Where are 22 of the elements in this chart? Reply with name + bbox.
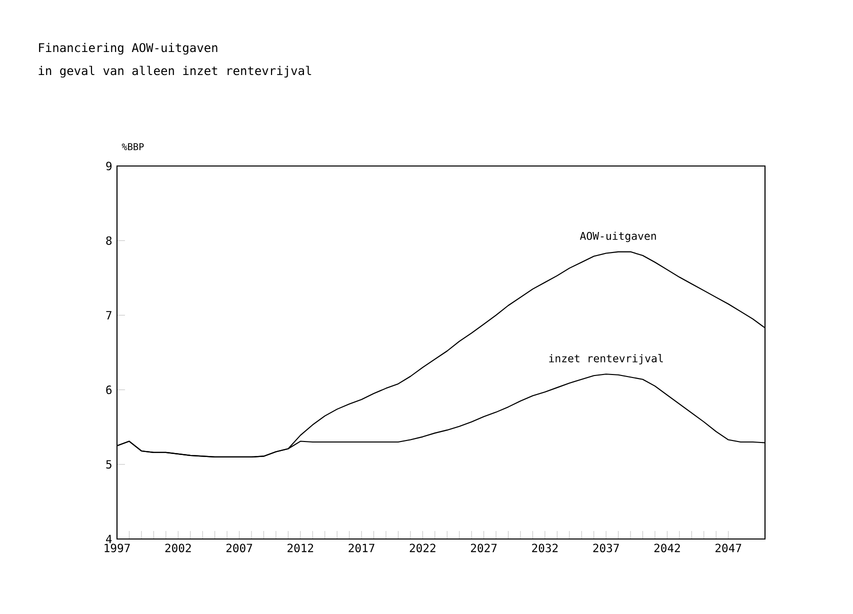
x-tick-label: 2032 — [532, 544, 558, 552]
y-tick-label: 7 — [106, 311, 112, 320]
y-tick-label: 9 — [106, 162, 112, 170]
x-tick-label: 2022 — [410, 544, 436, 552]
x-tick-label: 2037 — [593, 544, 619, 552]
x-tick-label: 1997 — [104, 544, 130, 552]
x-tick-label: 2012 — [288, 544, 314, 552]
x-tick-label: 2027 — [470, 544, 497, 552]
x-tick-label: 2047 — [716, 544, 742, 552]
series-label: inzet rentevrijval — [549, 354, 663, 364]
x-tick-label: 2007 — [226, 544, 252, 552]
chart-title: Financiering AOW-uitgaven — [39, 42, 218, 55]
y-tick-label: 8 — [106, 236, 112, 245]
x-tick-label: 2017 — [348, 544, 374, 552]
chart-subtitle: in geval van alleen inzet rentevrijval — [38, 66, 312, 78]
x-tick-label: 2042 — [654, 544, 680, 552]
series-label: AOW-uitgaven — [580, 232, 656, 242]
y-tick-label: 4 — [106, 534, 112, 544]
y-axis-title: %BBP — [122, 143, 144, 150]
y-tick-label: 6 — [106, 386, 112, 394]
x-tick-label: 2002 — [165, 544, 191, 552]
y-tick-label: 5 — [106, 460, 112, 469]
